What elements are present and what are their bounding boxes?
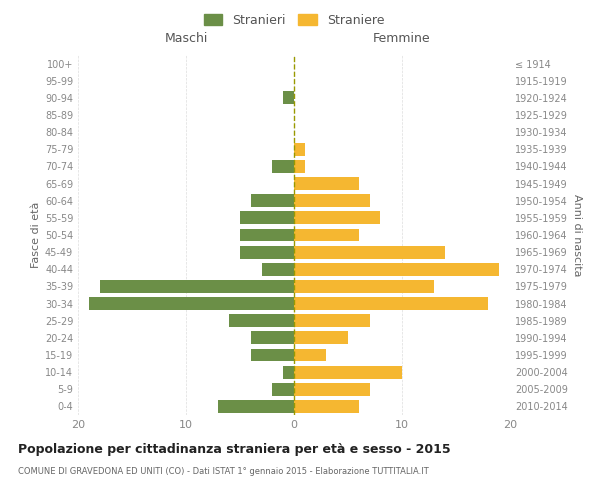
Bar xyxy=(240,246,294,258)
Text: Femmine: Femmine xyxy=(373,32,431,44)
Text: COMUNE DI GRAVEDONA ED UNITI (CO) - Dati ISTAT 1° gennaio 2015 - Elaborazione TU: COMUNE DI GRAVEDONA ED UNITI (CO) - Dati… xyxy=(18,468,429,476)
Bar xyxy=(251,194,294,207)
Bar xyxy=(294,160,305,173)
Y-axis label: Fasce di età: Fasce di età xyxy=(31,202,41,268)
Text: Popolazione per cittadinanza straniera per età e sesso - 2015: Popolazione per cittadinanza straniera p… xyxy=(18,442,451,456)
Bar xyxy=(218,400,294,413)
Bar xyxy=(89,297,294,310)
Bar xyxy=(294,143,305,156)
Bar xyxy=(272,383,294,396)
Bar xyxy=(294,297,488,310)
Bar xyxy=(294,246,445,258)
Bar xyxy=(294,383,370,396)
Bar xyxy=(294,314,370,327)
Bar xyxy=(283,92,294,104)
Bar xyxy=(294,332,348,344)
Bar xyxy=(294,212,380,224)
Bar xyxy=(294,280,434,293)
Bar xyxy=(272,160,294,173)
Bar xyxy=(100,280,294,293)
Bar xyxy=(294,177,359,190)
Bar xyxy=(294,228,359,241)
Bar xyxy=(251,332,294,344)
Bar xyxy=(294,366,402,378)
Bar xyxy=(240,228,294,241)
Text: Maschi: Maschi xyxy=(164,32,208,44)
Bar xyxy=(294,263,499,276)
Bar xyxy=(294,400,359,413)
Y-axis label: Anni di nascita: Anni di nascita xyxy=(572,194,582,276)
Bar xyxy=(229,314,294,327)
Legend: Stranieri, Straniere: Stranieri, Straniere xyxy=(199,8,389,32)
Bar xyxy=(294,194,370,207)
Bar xyxy=(262,263,294,276)
Bar xyxy=(283,366,294,378)
Bar xyxy=(294,348,326,362)
Bar xyxy=(240,212,294,224)
Bar xyxy=(251,348,294,362)
